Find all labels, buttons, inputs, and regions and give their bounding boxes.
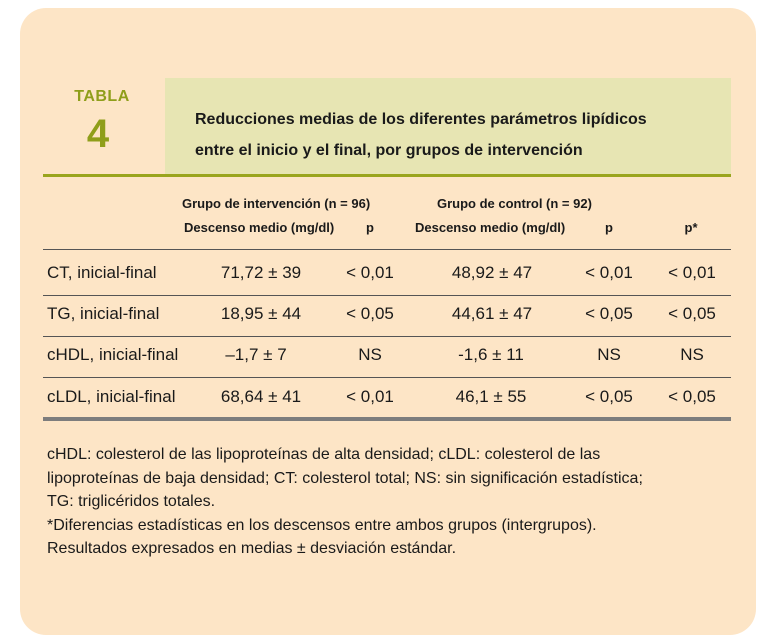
footnote-line: cHDL: colesterol de las lipoproteínas de… — [47, 446, 601, 463]
cell-desc-ctrl: 48,92 ± 47 — [451, 263, 533, 282]
footnote-line: *Diferencias estadísticas en los descens… — [47, 516, 597, 534]
cell-p-int: < 0,01 — [346, 387, 394, 406]
cell-p-ctrl: < 0,05 — [585, 387, 633, 406]
footnote-abbreviations: cHDL: colesterol de las lipoproteínas de… — [47, 443, 737, 561]
cell-desc-int: 18,95 ± 44 — [220, 304, 302, 323]
row-label: cLDL, inicial-final — [47, 387, 176, 406]
row-divider — [43, 295, 731, 296]
group-control-header: Grupo de control (n = 92) — [437, 196, 592, 211]
table-number: 4 — [86, 112, 110, 156]
cell-desc-int: 68,64 ± 41 — [220, 387, 302, 406]
cell-desc-ctrl: -1,6 ± 11 — [458, 345, 524, 364]
cell-p-star: < 0,01 — [668, 263, 716, 282]
group-intervention-header: Grupo de intervención (n = 96) — [182, 196, 371, 211]
header-divider — [43, 249, 731, 250]
cell-p-ctrl: < 0,01 — [585, 263, 633, 282]
footnote-line: lipoproteínas de baja densidad; CT: cole… — [47, 469, 643, 487]
cell-desc-ctrl: 44,61 ± 47 — [451, 304, 533, 323]
cell-p-ctrl: NS — [597, 345, 621, 364]
cell-desc-ctrl: 46,1 ± 55 — [455, 387, 527, 406]
footnote-line: Resultados expresados en medias ± desvia… — [47, 540, 457, 557]
row-label: TG, inicial-final — [47, 304, 160, 323]
col-descenso-int: Descenso medio (mg/dl) — [184, 220, 335, 235]
cell-desc-int: 71,72 ± 39 — [220, 263, 302, 282]
top-rule — [43, 174, 731, 177]
col-p-int: p — [366, 220, 374, 235]
cell-p-int: < 0,05 — [346, 304, 394, 323]
cell-p-int: NS — [358, 345, 382, 364]
cell-p-star: < 0,05 — [668, 387, 716, 406]
row-label: CT, inicial-final — [47, 263, 157, 282]
title-box: Reducciones medias de los diferentes par… — [165, 78, 731, 174]
row-divider — [43, 377, 731, 378]
row-divider — [43, 336, 731, 337]
col-descenso-ctrl: Descenso medio (mg/dl) — [415, 220, 566, 235]
cell-p-star: < 0,05 — [668, 304, 716, 323]
footnote-line: TG: triglicéridos totales. — [47, 493, 216, 510]
cell-desc-int: –1,7 ± 7 — [225, 345, 287, 364]
cell-p-int: < 0,01 — [346, 263, 394, 282]
row-label: cHDL, inicial-final — [47, 345, 179, 364]
bottom-rule — [43, 417, 731, 421]
col-p-star: p* — [684, 220, 698, 235]
table-title: Reducciones medias de los diferentes par… — [195, 104, 725, 166]
table-label: TABLA — [74, 88, 130, 105]
col-p-ctrl: p — [605, 220, 613, 235]
cell-p-star: NS — [680, 345, 704, 364]
title-line-1: Reducciones medias de los diferentes par… — [195, 111, 647, 128]
cell-p-ctrl: < 0,05 — [585, 304, 633, 323]
title-line-2: entre el inicio y el final, por grupos d… — [195, 142, 583, 159]
